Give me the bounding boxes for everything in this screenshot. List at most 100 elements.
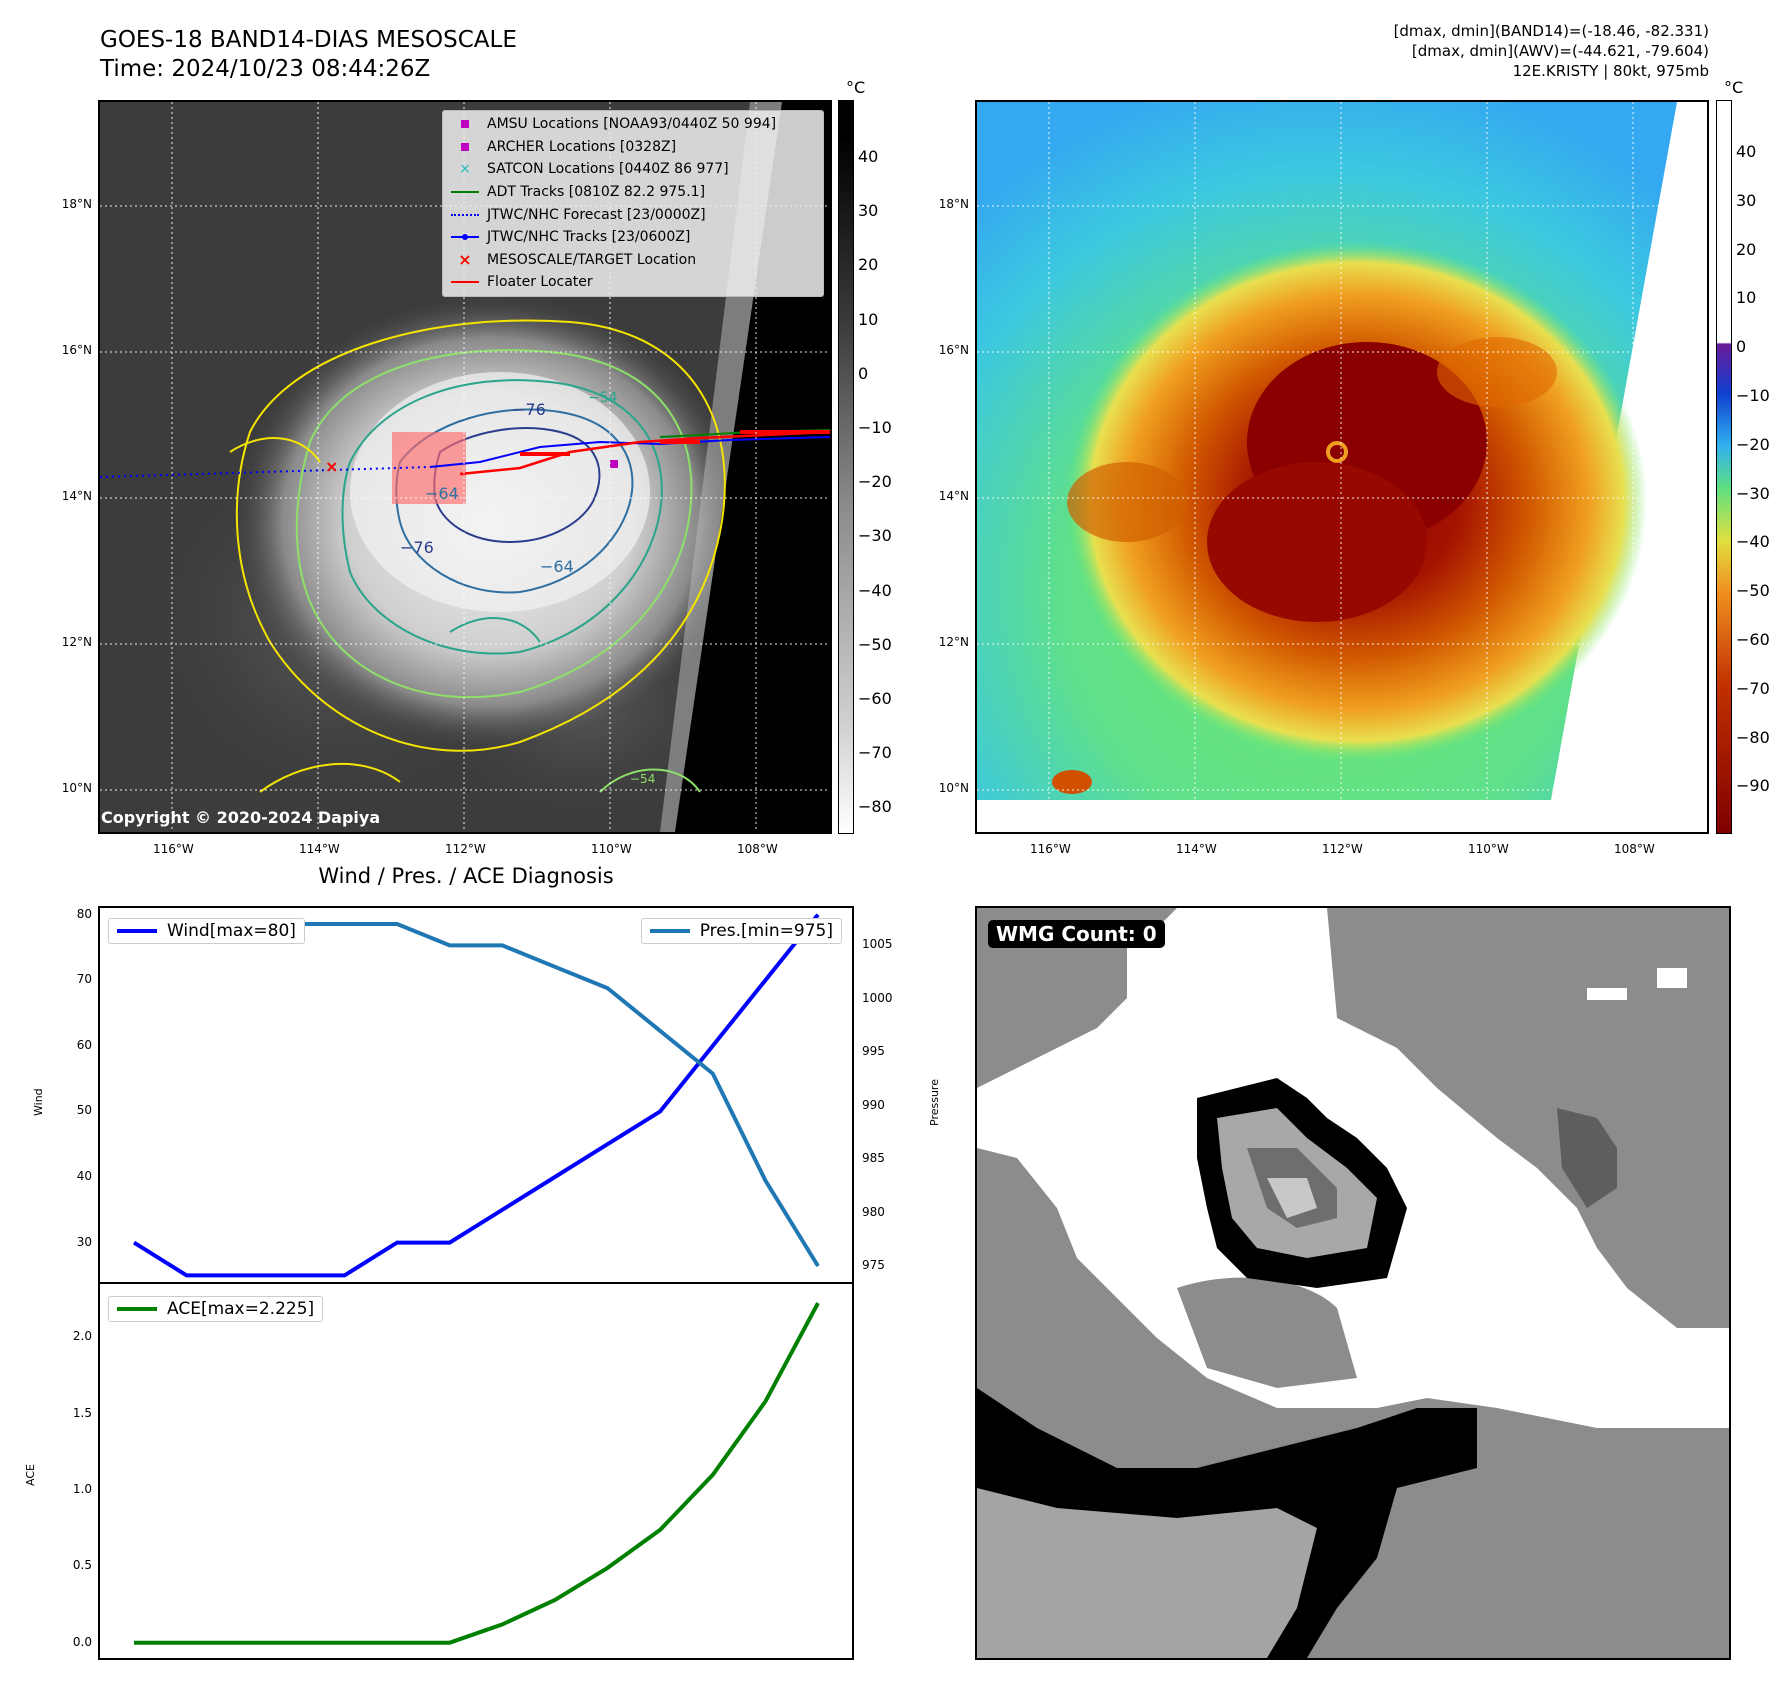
info-storm: 12E.KRISTY | 80kt, 975mb: [1512, 62, 1709, 80]
lon-tick: 114°W: [299, 842, 340, 856]
line-dot-icon: [443, 226, 487, 248]
legend-item-target: × MESOSCALE/TARGET Location: [443, 249, 823, 272]
wind-axis-label: Wind: [32, 1088, 45, 1116]
wind-tick: 40: [76, 1169, 92, 1184]
colorbar-tick: −60: [858, 689, 892, 708]
legend-label: Wind[max=80]: [167, 921, 296, 941]
lat-tick: 16°N: [61, 343, 92, 357]
colorbar-tick: 40: [1736, 142, 1757, 161]
colorbar-tick: −40: [1736, 532, 1770, 552]
ace-tick: 1.0: [72, 1482, 92, 1497]
colorbar-tick: 20: [1736, 239, 1757, 259]
wmg-count-badge: WMG Count: 0: [988, 920, 1165, 948]
pressure-tick: 975: [862, 1257, 885, 1272]
legend-label: ARCHER Locations [0328Z]: [487, 138, 677, 155]
lat-tick: 14°N: [938, 489, 969, 503]
ace-tick: 0.5: [72, 1558, 92, 1573]
colorbar-tick: −70: [858, 743, 892, 763]
ir-colorbar: [838, 100, 854, 834]
ace-plot[interactable]: ACE[max=2.225]: [98, 1282, 854, 1660]
ace-line: [134, 1302, 820, 1645]
lon-tick: 116°W: [153, 842, 194, 856]
wmg-panel[interactable]: [975, 906, 1731, 1660]
lon-tick: 112°W: [1322, 842, 1363, 856]
contour-label: −76: [400, 538, 434, 557]
colorbar-tick: −20: [858, 472, 892, 492]
colorbar-tick: −30: [858, 526, 892, 546]
line-swatch-icon: [117, 1307, 157, 1311]
colorbar-tick: −10: [858, 418, 892, 437]
square-marker-icon: [443, 113, 487, 135]
lon-tick: 116°W: [1030, 842, 1071, 856]
wind-pressure-lines: [132, 913, 820, 1278]
legend-label: MESOSCALE/TARGET Location: [487, 251, 697, 268]
colorbar-tick: −10: [1736, 386, 1770, 405]
contour-label: −54: [588, 390, 618, 406]
legend-label: JTWC/NHC Forecast [23/0000Z]: [487, 206, 706, 223]
lat-tick: 12°N: [61, 635, 92, 649]
line-marker-icon: [443, 181, 487, 203]
x-marker-icon: ×: [458, 250, 472, 270]
pressure-tick: 985: [862, 1151, 885, 1166]
wmg-image: [977, 908, 1729, 1658]
legend-label: Pres.[min=975]: [699, 921, 833, 941]
wind-tick: 70: [76, 972, 92, 987]
wind-tick: 30: [76, 1234, 92, 1249]
legend-item-forecast: JTWC/NHC Forecast [23/0000Z]: [443, 203, 823, 226]
wind-tick: 80: [76, 906, 92, 921]
colorbar-tick: −80: [1736, 727, 1770, 747]
legend-label: JTWC/NHC Tracks [23/0600Z]: [487, 229, 691, 246]
wind-tick: 60: [76, 1037, 92, 1052]
ace-tick: 0.0: [72, 1634, 92, 1649]
lon-tick: 114°W: [1176, 842, 1217, 856]
colorbar-unit: °C: [846, 78, 866, 97]
lat-tick: 10°N: [61, 781, 92, 795]
diagnosis-title: Wind / Pres. / ACE Diagnosis: [318, 864, 614, 888]
legend-item-amsu: AMSU Locations [NOAA93/0440Z 50 994]: [443, 113, 823, 136]
lat-tick: 18°N: [938, 197, 969, 211]
pressure-tick: 990: [862, 1097, 885, 1112]
ir-map-gridlines: [100, 102, 830, 832]
contour-label: −64: [425, 484, 459, 503]
colorbar-tick: 20: [858, 255, 879, 275]
ir-map-panel[interactable]: × −76 −54 −64 −76 −64 −54 AMSU Locations…: [98, 100, 832, 834]
copyright-text: Copyright © 2020-2024 Dapiya: [101, 808, 381, 827]
wind-pressure-plot[interactable]: Wind[max=80] Pres.[min=975]: [98, 906, 854, 1284]
colorbar-tick: 0: [858, 363, 869, 383]
line-marker-icon: [443, 271, 487, 293]
lat-tick: 10°N: [938, 781, 969, 795]
lon-tick: 112°W: [445, 842, 486, 856]
color-ir-map-gridlines: [977, 102, 1707, 832]
ace-tick: 2.0: [72, 1329, 92, 1344]
line-swatch-icon: [649, 929, 690, 933]
color-ir-map-panel[interactable]: [975, 100, 1709, 834]
colorbar-tick: −80: [858, 797, 892, 817]
colorbar-tick: −30: [1736, 483, 1770, 503]
colorbar-tick: −40: [858, 580, 892, 600]
legend-label: SATCON Locations [0440Z 86 977]: [487, 161, 729, 178]
contour-label: −76: [512, 400, 546, 419]
legend-label: ACE[max=2.225]: [167, 1299, 315, 1319]
legend-label: Floater Locater: [487, 274, 593, 291]
series-line-pressure: [134, 922, 820, 1268]
colorbar-tick: 30: [858, 201, 879, 221]
figure-time: Time: 2024/10/23 08:44:26Z: [100, 56, 431, 82]
line-swatch-icon: [117, 929, 157, 933]
legend-label: ADT Tracks [0810Z 82.2 975.1]: [487, 184, 706, 201]
lat-tick: 12°N: [938, 635, 969, 649]
dotted-line-icon: [443, 204, 487, 226]
square-marker-icon: [443, 136, 487, 158]
figure-title: GOES-18 BAND14-DIAS MESOSCALE: [100, 27, 517, 53]
x-marker-icon: ×: [459, 161, 471, 178]
lat-tick: 14°N: [61, 489, 92, 503]
pressure-tick: 1000: [862, 990, 893, 1005]
colorbar-tick: 0: [1736, 337, 1747, 357]
colorbar-tick: −60: [1736, 630, 1770, 649]
svg-text:×: ×: [325, 457, 338, 476]
legend-item-tracks: JTWC/NHC Tracks [23/0600Z]: [443, 226, 823, 249]
colorbar-tick: 30: [1736, 190, 1757, 210]
pressure-legend: Pres.[min=975]: [640, 918, 842, 944]
color-ir-colorbar: [1716, 100, 1732, 834]
legend-item-archer: ARCHER Locations [0328Z]: [443, 136, 823, 159]
lon-tick: 110°W: [1468, 842, 1509, 856]
